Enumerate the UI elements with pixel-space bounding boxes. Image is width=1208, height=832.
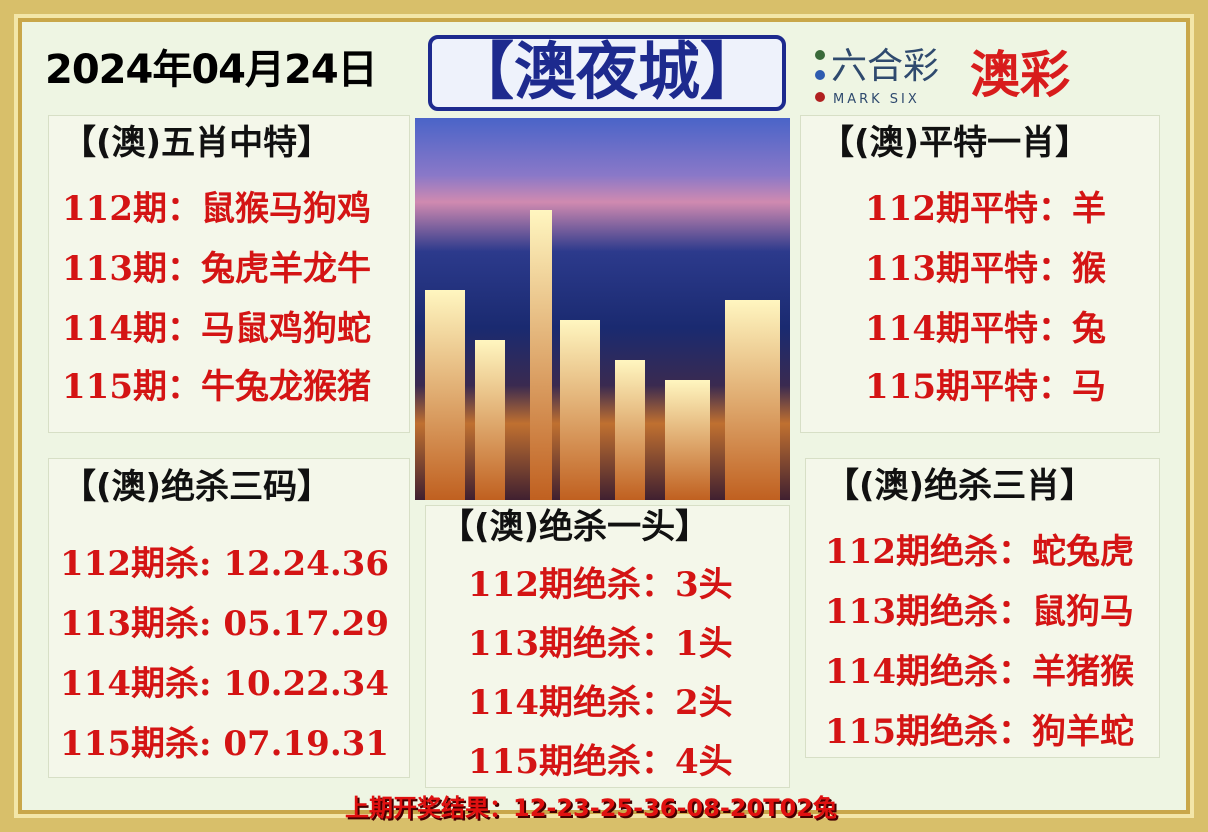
kill-one-head-item: 113期绝杀：1头 (468, 624, 733, 664)
logo-dot-icon (815, 70, 825, 80)
panel-kill-three-zodiac (805, 458, 1160, 758)
kill-three-codes-item: 115期杀: 07.19.31 (60, 724, 389, 764)
five-zodiac-item: 113期：兔虎羊龙牛 (62, 249, 371, 289)
kill-one-head-item: 114期绝杀：2头 (468, 683, 733, 723)
kill-one-head-title: 【(澳)绝杀一头】 (440, 507, 710, 547)
kill-three-zodiac-item: 115期绝杀：狗羊蛇 (825, 712, 1134, 752)
five-zodiac-title: 【(澳)五肖中特】 (62, 123, 332, 163)
kill-three-zodiac-item: 112期绝杀：蛇兔虎 (825, 532, 1134, 572)
logo-en: MARK SIX (833, 92, 920, 107)
panel-kill-three-codes (48, 458, 410, 778)
kill-three-codes-item: 112期杀: 12.24.36 (60, 544, 389, 584)
kill-three-zodiac-title: 【(澳)绝杀三肖】 (825, 466, 1095, 506)
five-zodiac-item: 114期：马鼠鸡狗蛇 (62, 309, 371, 349)
kill-one-head-item: 112期绝杀：3头 (468, 565, 733, 605)
logo-cn: 六合彩 (831, 46, 940, 87)
aocai-logo: 澳彩 (970, 46, 1070, 104)
kill-three-zodiac-item: 113期绝杀：鼠狗马 (825, 592, 1134, 632)
flat-special-item: 112期平特：羊 (865, 189, 1106, 229)
flat-special-item: 115期平特：马 (865, 367, 1106, 407)
logo-dot-icon (815, 92, 825, 102)
brand-title: 【澳夜城】 (428, 35, 786, 111)
logo-dot-icon (815, 50, 825, 60)
panel-five-zodiac (48, 115, 410, 433)
mark-six-logo: 六合彩 MARK SIX (815, 46, 965, 112)
city-night-photo (415, 118, 790, 500)
panel-flat-special (800, 115, 1160, 433)
kill-three-codes-title: 【(澳)绝杀三码】 (62, 467, 332, 507)
date: 2024年04月24日 (45, 47, 378, 93)
five-zodiac-item: 115期：牛兔龙猴猪 (62, 367, 371, 407)
last-result: 上期开奖结果：12-23-25-36-08-20T02兔 (345, 794, 837, 822)
kill-one-head-item: 115期绝杀：4头 (468, 742, 733, 782)
flat-special-title: 【(澳)平特一肖】 (820, 123, 1090, 163)
flat-special-item: 114期平特：兔 (865, 309, 1106, 349)
kill-three-codes-item: 114期杀: 10.22.34 (60, 664, 389, 704)
flat-special-item: 113期平特：猴 (865, 249, 1106, 289)
kill-three-codes-item: 113期杀: 05.17.29 (60, 604, 389, 644)
panel-kill-one-head (425, 505, 790, 788)
kill-three-zodiac-item: 114期绝杀：羊猪猴 (825, 652, 1134, 692)
five-zodiac-item: 112期：鼠猴马狗鸡 (62, 189, 371, 229)
